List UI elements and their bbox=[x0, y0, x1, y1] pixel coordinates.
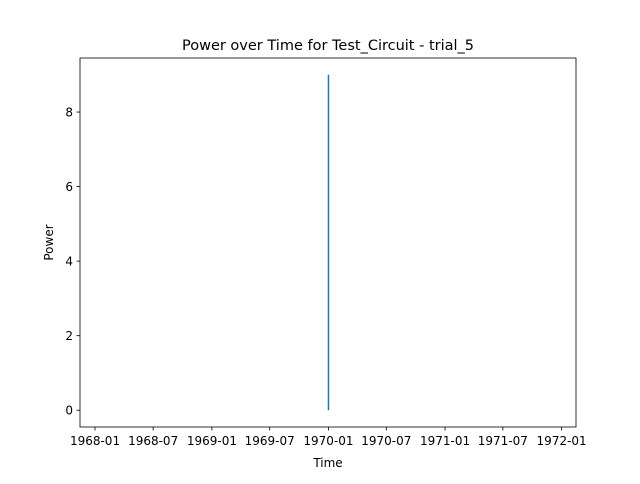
y-tick-label-1: 2 bbox=[65, 329, 73, 343]
y-tick-label-0: 0 bbox=[65, 404, 73, 418]
plot-frame bbox=[79, 57, 577, 428]
x-tick-label-6: 1971-01 bbox=[420, 434, 470, 448]
x-tick-label-0: 1968-01 bbox=[70, 434, 120, 448]
x-axis-label: Time bbox=[312, 456, 342, 470]
x-tick-label-1: 1968-07 bbox=[128, 434, 178, 448]
y-axis: 0 2 4 6 8 bbox=[65, 105, 80, 418]
y-tick-label-2: 4 bbox=[65, 254, 73, 268]
x-tick-label-5: 1970-07 bbox=[361, 434, 411, 448]
x-tick-label-7: 1971-07 bbox=[478, 434, 528, 448]
x-tick-label-2: 1969-01 bbox=[187, 434, 237, 448]
x-tick-label-4: 1970-01 bbox=[303, 434, 353, 448]
x-axis: 1968-01 1968-07 1969-01 1969-07 1970-01 1970-… bbox=[70, 427, 587, 448]
x-tick-label-8: 1972-01 bbox=[537, 434, 587, 448]
y-tick-label-3: 6 bbox=[65, 180, 73, 194]
y-tick-label-4: 8 bbox=[65, 105, 73, 119]
y-axis-label: Power bbox=[42, 224, 56, 260]
x-tick-label-3: 1969-07 bbox=[245, 434, 295, 448]
chart-title: Power over Time for Test_Circuit - trial… bbox=[182, 38, 474, 54]
